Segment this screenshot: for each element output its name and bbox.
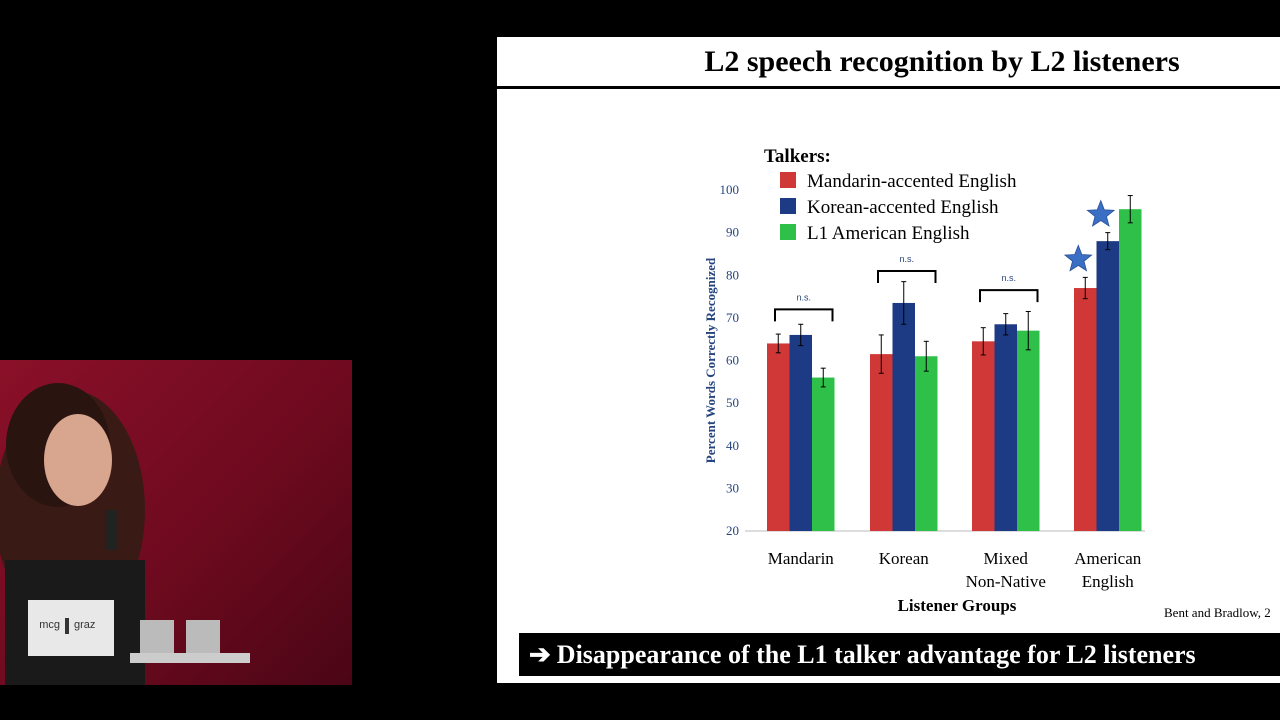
bar <box>1096 241 1119 531</box>
logo-text-right: graz <box>74 619 95 631</box>
significance-label: n.s. <box>1001 273 1016 283</box>
legend-label: L1 American English <box>807 223 970 244</box>
bar <box>870 354 893 531</box>
y-tick-label: 90 <box>726 225 739 240</box>
legend-label: Korean-accented English <box>807 197 999 218</box>
speaker-face <box>44 414 112 506</box>
citation: Bent and Bradlow, 2 <box>1164 605 1271 620</box>
y-axis-label: Percent Words Correctly Recognized <box>703 257 718 463</box>
bar-chart: 20 30 40 50 60 70 80 90 100 Percent Words Correct… <box>703 146 1145 615</box>
podium-device-left <box>140 620 174 656</box>
y-tick-label: 30 <box>726 480 739 495</box>
legend-label: Mandarin-accented English <box>807 171 1017 192</box>
significance-bracket <box>979 289 1039 303</box>
chart-legend: Talkers: Mandarin-accented English Korean-… <box>764 146 1017 244</box>
legend-swatch <box>780 224 796 240</box>
speaker-video: mcg graz <box>0 360 352 685</box>
legend-title: Talkers: <box>764 146 831 167</box>
podium-logo-plate <box>28 600 114 656</box>
podium-device-right <box>186 620 220 656</box>
significance-bracket <box>877 269 937 283</box>
arrow-icon: ➔ <box>529 640 551 669</box>
speaker-illustration: mcg graz <box>0 383 250 685</box>
bar <box>972 341 995 531</box>
bar <box>892 302 915 531</box>
star-icon <box>1063 244 1093 272</box>
y-tick-label: 20 <box>726 523 739 538</box>
y-tick-label: 70 <box>726 310 739 325</box>
logo-text-left: mcg <box>39 619 60 631</box>
significance-label: n.s. <box>899 254 914 264</box>
bar <box>1017 330 1040 531</box>
bar <box>994 324 1017 531</box>
presentation-slide: L2 speech recognition by L2 listeners 20… <box>497 37 1280 683</box>
significance-bracket <box>774 308 834 322</box>
x-tick-label: Korean <box>879 549 930 568</box>
microphone <box>105 510 117 550</box>
logo-divider <box>65 618 69 634</box>
significance-label: n.s. <box>796 292 811 302</box>
podium-rail <box>130 653 250 663</box>
y-tick-label: 100 <box>720 182 740 197</box>
bar <box>1119 209 1142 531</box>
x-axis-label: Listener Groups <box>898 596 1017 615</box>
y-tick-label: 50 <box>726 395 739 410</box>
x-tick-label: English <box>1082 572 1134 591</box>
bar <box>915 356 938 531</box>
conclusion-text: Disappearance of the L1 talker advantage… <box>556 640 1196 669</box>
star-icon <box>1086 199 1116 227</box>
y-tick-label: 40 <box>726 438 739 453</box>
legend-swatch <box>780 198 796 214</box>
slide-title: L2 speech recognition by L2 listeners <box>704 45 1180 78</box>
x-tick-label: Non-Native <box>966 572 1046 591</box>
bar <box>812 377 835 531</box>
conclusion-banner: ➔ Disappearance of the L1 talker advantag… <box>519 633 1280 676</box>
bar <box>767 343 790 531</box>
bar <box>789 334 812 531</box>
chart-bars <box>767 195 1142 531</box>
x-tick-label: Mandarin <box>768 549 835 568</box>
y-tick-label: 60 <box>726 353 739 368</box>
x-tick-label: American <box>1074 549 1142 568</box>
chart-annotations: n.s. n.s. n.s. <box>774 199 1116 322</box>
y-tick-label: 80 <box>726 267 739 282</box>
legend-swatch <box>780 172 796 188</box>
x-tick-label: Mixed <box>984 549 1029 568</box>
bar <box>1074 288 1097 531</box>
title-divider <box>497 86 1280 89</box>
